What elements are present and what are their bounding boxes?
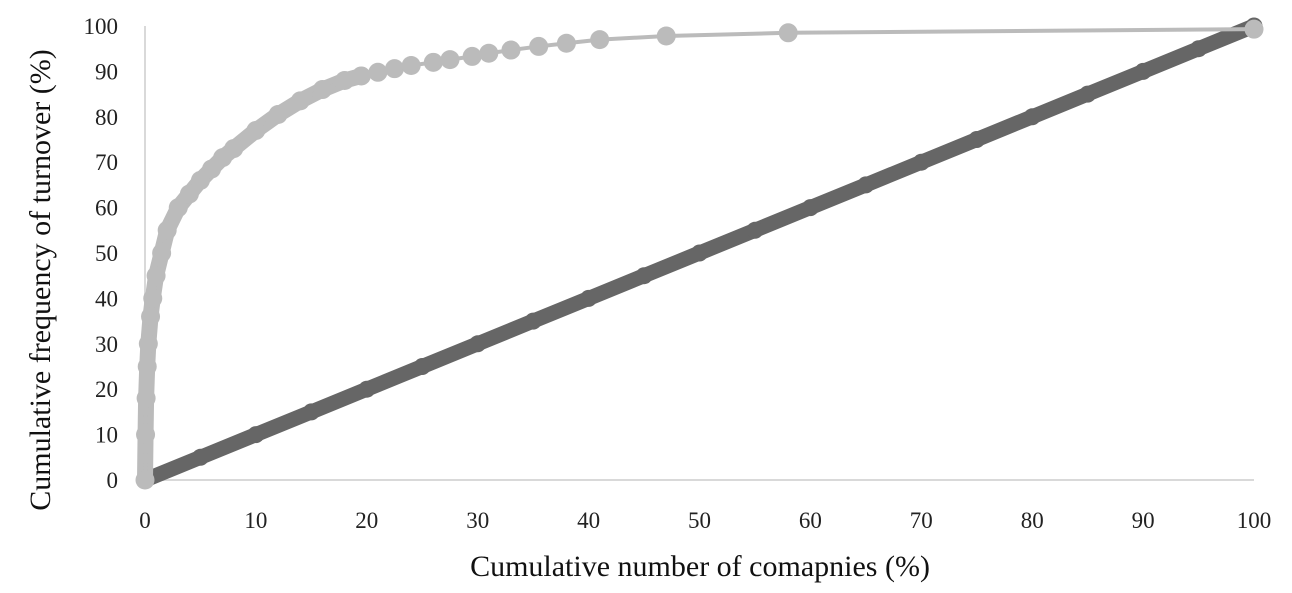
x-tick-label: 10 — [244, 508, 267, 533]
series-equality-point — [1190, 40, 1208, 58]
y-tick-label: 30 — [95, 332, 118, 357]
series-turnover-point — [157, 220, 177, 240]
y-tick-label: 90 — [95, 59, 118, 84]
series-equality-point — [1079, 85, 1097, 103]
x-tick-label: 80 — [1021, 508, 1044, 533]
series-equality-point — [413, 358, 431, 375]
series-equality-point — [469, 335, 487, 353]
series-turnover-point — [137, 357, 157, 376]
series-turnover-point — [462, 46, 482, 66]
series-equality-point — [857, 176, 875, 194]
series-turnover-point — [778, 23, 798, 43]
series-turnover-curve — [135, 19, 1264, 490]
y-tick-label: 10 — [95, 423, 118, 448]
series-turnover-point — [152, 243, 172, 263]
series-layer — [135, 17, 1264, 490]
series-turnover-point — [135, 470, 155, 490]
series-turnover-point — [351, 66, 371, 86]
x-tick-label: 20 — [355, 508, 378, 533]
series-equality-point — [524, 312, 542, 330]
series-turnover-point — [385, 59, 405, 79]
series-turnover-point — [168, 198, 188, 218]
series-equality-point — [691, 244, 708, 262]
series-turnover-point — [479, 43, 499, 63]
series-turnover-point — [529, 36, 549, 56]
series-equality-point — [1023, 108, 1041, 126]
x-tick-label: 50 — [688, 508, 711, 533]
x-tick-label: 0 — [139, 508, 151, 533]
y-tick-label: 80 — [95, 105, 118, 130]
x-tick-label: 100 — [1237, 508, 1272, 533]
series-turnover-point — [136, 425, 156, 445]
x-axis-title: Cumulative number of comapnies (%) — [470, 550, 930, 583]
series-turnover-point — [312, 80, 332, 100]
y-tick-label: 40 — [95, 286, 118, 311]
series-turnover-point — [368, 62, 388, 82]
series-turnover-point — [143, 288, 163, 308]
x-tick-labels: 0 10 20 30 40 50 60 70 80 90 100 — [139, 508, 1271, 533]
series-turnover-point — [401, 55, 421, 75]
x-tick-label: 70 — [910, 508, 933, 533]
series-equality-point — [580, 289, 598, 307]
series-turnover-point — [1244, 19, 1264, 39]
series-turnover-point — [146, 266, 166, 286]
series-turnover-point — [246, 120, 266, 140]
y-tick-label: 70 — [95, 150, 118, 175]
series-turnover-point — [335, 70, 355, 90]
series-equality-point — [302, 403, 320, 421]
series-turnover-point — [590, 30, 610, 50]
x-tick-label: 60 — [799, 508, 822, 533]
x-tick-label: 40 — [577, 508, 600, 533]
series-equality-point — [247, 426, 265, 444]
series-turnover-point — [138, 334, 158, 354]
series-turnover-point — [224, 139, 244, 159]
series-turnover-point — [501, 40, 521, 60]
series-turnover-point — [423, 52, 443, 72]
series-equality-point — [801, 199, 819, 217]
y-axis-title: Cumulative frequency of turnover (%) — [24, 49, 57, 511]
series-equality-point — [912, 153, 930, 171]
series-turnover-point — [656, 26, 676, 46]
series-turnover-point — [290, 91, 310, 111]
series-equality-point — [746, 221, 764, 239]
series-turnover-point — [136, 388, 156, 408]
y-tick-label: 60 — [95, 196, 118, 221]
series-equality-point — [635, 267, 653, 285]
y-tick-labels: 0 10 20 30 40 50 60 70 80 90 100 — [84, 14, 119, 493]
y-tick-label: 20 — [95, 377, 118, 402]
series-equality-point — [968, 131, 986, 148]
y-tick-label: 50 — [95, 241, 118, 266]
series-turnover-point — [440, 50, 460, 70]
series-turnover-point — [556, 33, 576, 53]
x-tick-label: 30 — [466, 508, 489, 533]
series-equality-point — [1134, 62, 1152, 80]
series-turnover-point — [179, 184, 199, 204]
series-equality — [136, 17, 1263, 489]
x-tick-label: 90 — [1132, 508, 1155, 533]
series-turnover-point — [268, 105, 288, 125]
y-tick-label: 0 — [107, 468, 119, 493]
series-equality-point — [358, 380, 376, 398]
series-turnover-point — [141, 307, 161, 327]
y-tick-label: 100 — [84, 14, 119, 39]
series-equality-point — [191, 448, 209, 466]
